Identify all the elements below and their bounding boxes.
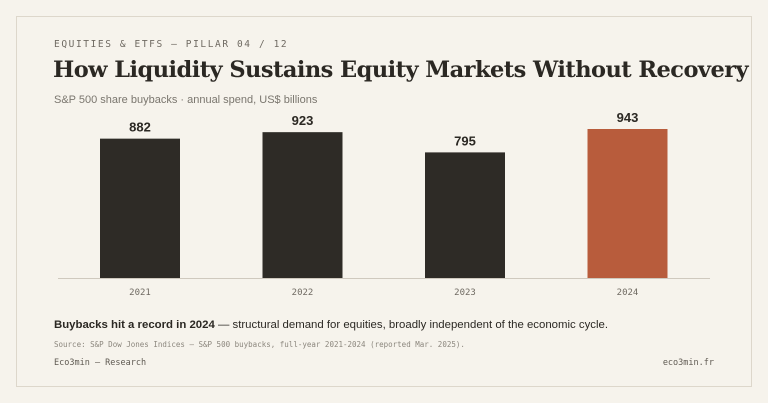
footer-brand: Eco3min — Research bbox=[54, 358, 147, 368]
x-tick-label-2024: 2024 bbox=[617, 288, 639, 298]
bar-2023 bbox=[425, 152, 505, 278]
value-label-2023: 795 bbox=[454, 133, 476, 148]
bar-2022 bbox=[262, 132, 343, 278]
section-eyebrow: EQUITIES & ETFS — PILLAR 04 / 12 bbox=[54, 39, 289, 50]
chart-subtitle: S&P 500 share buybacks · annual spend, U… bbox=[54, 94, 318, 106]
value-label-2024: 943 bbox=[617, 110, 639, 125]
chart-title: How Liquidity Sustains Equity Markets Wi… bbox=[53, 57, 749, 83]
footer-site-link[interactable]: eco3min.fr bbox=[662, 358, 714, 368]
takeaway-rest: — structural demand for equities, broadl… bbox=[214, 319, 609, 331]
x-tick-label-2022: 2022 bbox=[292, 288, 314, 298]
takeaway-text: Buybacks hit a record in 2024 — structur… bbox=[54, 319, 608, 331]
card-frame bbox=[16, 16, 752, 387]
value-label-2021: 882 bbox=[129, 120, 151, 135]
bar-2024 bbox=[587, 129, 668, 278]
bar-2021 bbox=[100, 138, 180, 278]
takeaway-lead: Buybacks hit a record in 2024 bbox=[54, 319, 215, 331]
x-tick-label-2021: 2021 bbox=[129, 288, 151, 298]
x-tick-label-2023: 2023 bbox=[454, 288, 476, 298]
source-note: Source: S&P Dow Jones Indices — S&P 500 … bbox=[54, 340, 465, 349]
value-label-2022: 923 bbox=[292, 113, 314, 128]
